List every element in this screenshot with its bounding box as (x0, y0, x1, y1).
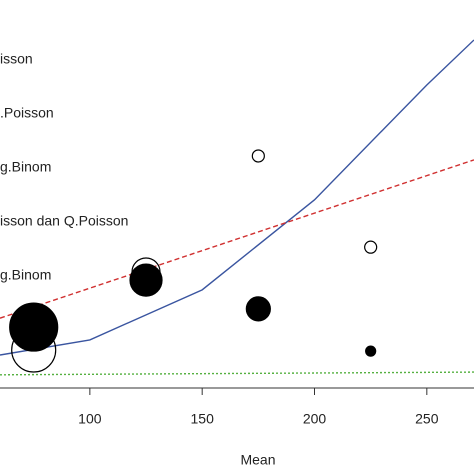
fit-curve (0, 39, 474, 356)
x-tick-label: 100 (78, 411, 102, 427)
legend-label: isson (0, 51, 33, 67)
bubble (365, 345, 377, 357)
bubble (131, 257, 161, 287)
legend-label: isson dan Q.Poisson (0, 213, 128, 229)
bubble (9, 302, 59, 352)
legend-label: .Poisson (0, 105, 54, 121)
x-tick-label: 150 (191, 411, 215, 427)
fit-curve (0, 159, 474, 319)
x-tick-label: 250 (415, 411, 439, 427)
bubble (364, 240, 378, 254)
bubble (11, 327, 57, 373)
x-axis-label: Mean (240, 452, 275, 468)
legend-label: g.Binom (0, 159, 51, 175)
x-tick-label: 200 (303, 411, 327, 427)
fit-curve (0, 371, 474, 376)
bubble (245, 296, 271, 322)
bubble (129, 263, 163, 297)
bubble (251, 149, 265, 163)
legend-label: g.Binom (0, 267, 51, 283)
